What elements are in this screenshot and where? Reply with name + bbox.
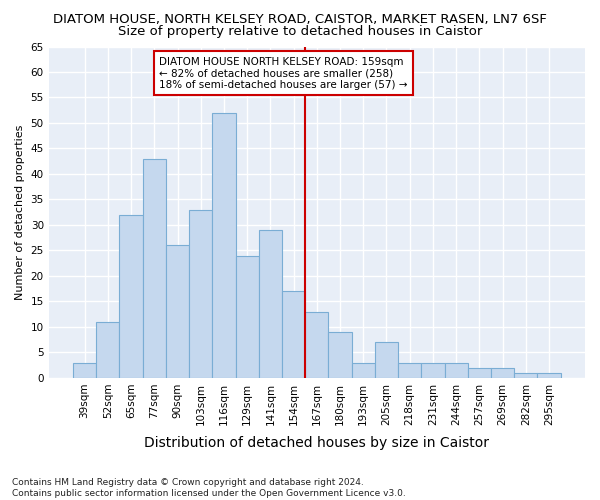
X-axis label: Distribution of detached houses by size in Caistor: Distribution of detached houses by size … <box>145 436 490 450</box>
Bar <box>96 322 119 378</box>
Text: DIATOM HOUSE, NORTH KELSEY ROAD, CAISTOR, MARKET RASEN, LN7 6SF: DIATOM HOUSE, NORTH KELSEY ROAD, CAISTOR… <box>53 12 547 26</box>
Bar <box>421 362 445 378</box>
Bar <box>212 113 236 378</box>
Bar <box>166 246 189 378</box>
Y-axis label: Number of detached properties: Number of detached properties <box>15 124 25 300</box>
Bar <box>236 256 259 378</box>
Bar <box>328 332 352 378</box>
Text: DIATOM HOUSE NORTH KELSEY ROAD: 159sqm
← 82% of detached houses are smaller (258: DIATOM HOUSE NORTH KELSEY ROAD: 159sqm ←… <box>159 56 407 90</box>
Text: Size of property relative to detached houses in Caistor: Size of property relative to detached ho… <box>118 25 482 38</box>
Bar <box>398 362 421 378</box>
Bar <box>119 215 143 378</box>
Bar <box>143 158 166 378</box>
Bar <box>445 362 468 378</box>
Bar <box>538 373 560 378</box>
Text: Contains HM Land Registry data © Crown copyright and database right 2024.
Contai: Contains HM Land Registry data © Crown c… <box>12 478 406 498</box>
Bar <box>282 291 305 378</box>
Bar <box>375 342 398 378</box>
Bar <box>73 362 96 378</box>
Bar <box>491 368 514 378</box>
Bar <box>259 230 282 378</box>
Bar <box>305 312 328 378</box>
Bar <box>352 362 375 378</box>
Bar <box>468 368 491 378</box>
Bar <box>514 373 538 378</box>
Bar <box>189 210 212 378</box>
